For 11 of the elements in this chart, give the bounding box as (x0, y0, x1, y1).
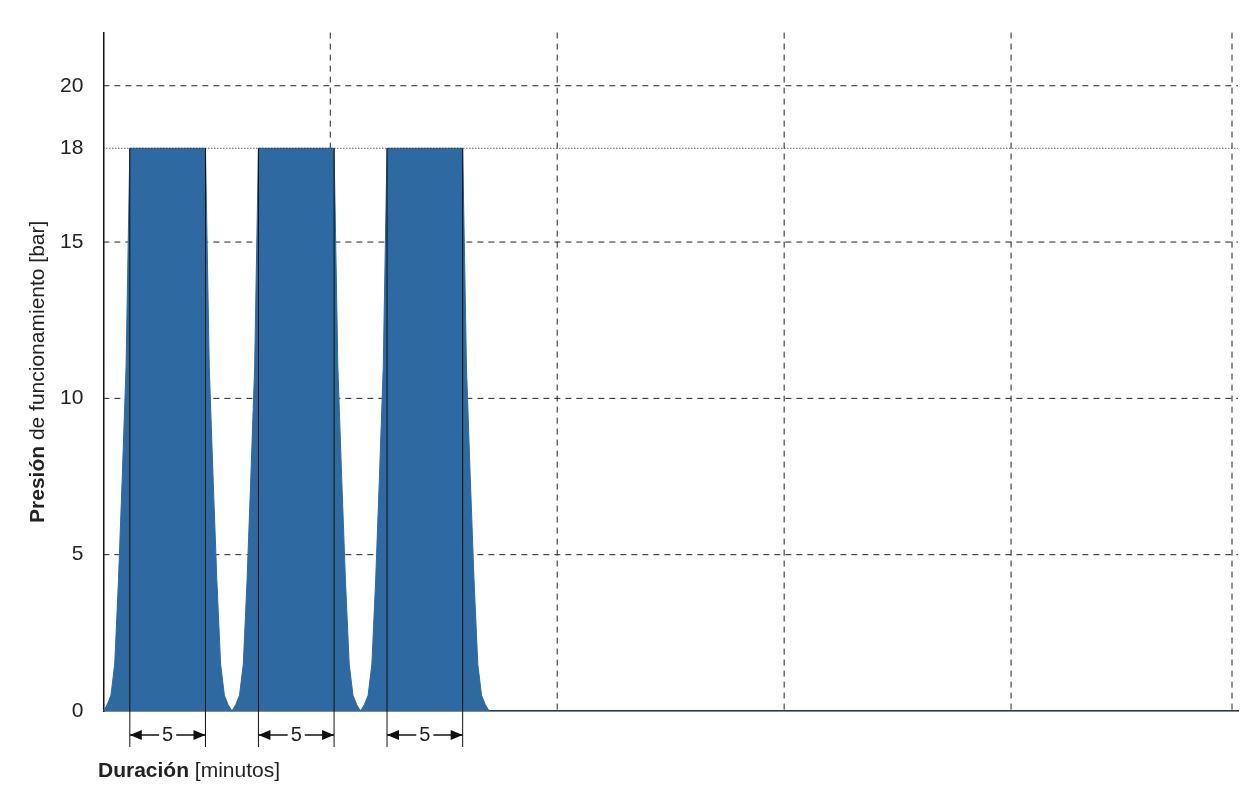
text: 5 (419, 722, 431, 745)
text: 5 (162, 722, 174, 745)
y-tick-label: 0 (71, 697, 84, 721)
x-axis-title: Duración [minutos] (98, 757, 281, 781)
y-tick-label: 5 (71, 541, 84, 565)
y-tick-label: 18 (60, 135, 84, 159)
y-tick-label: 20 (60, 72, 84, 96)
y-axis-title: Presión de funcionamiento [bar] (24, 220, 48, 523)
y-tick-label: 15 (60, 228, 84, 252)
text: 5 (290, 722, 302, 745)
y-tick-label: 10 (60, 385, 84, 409)
